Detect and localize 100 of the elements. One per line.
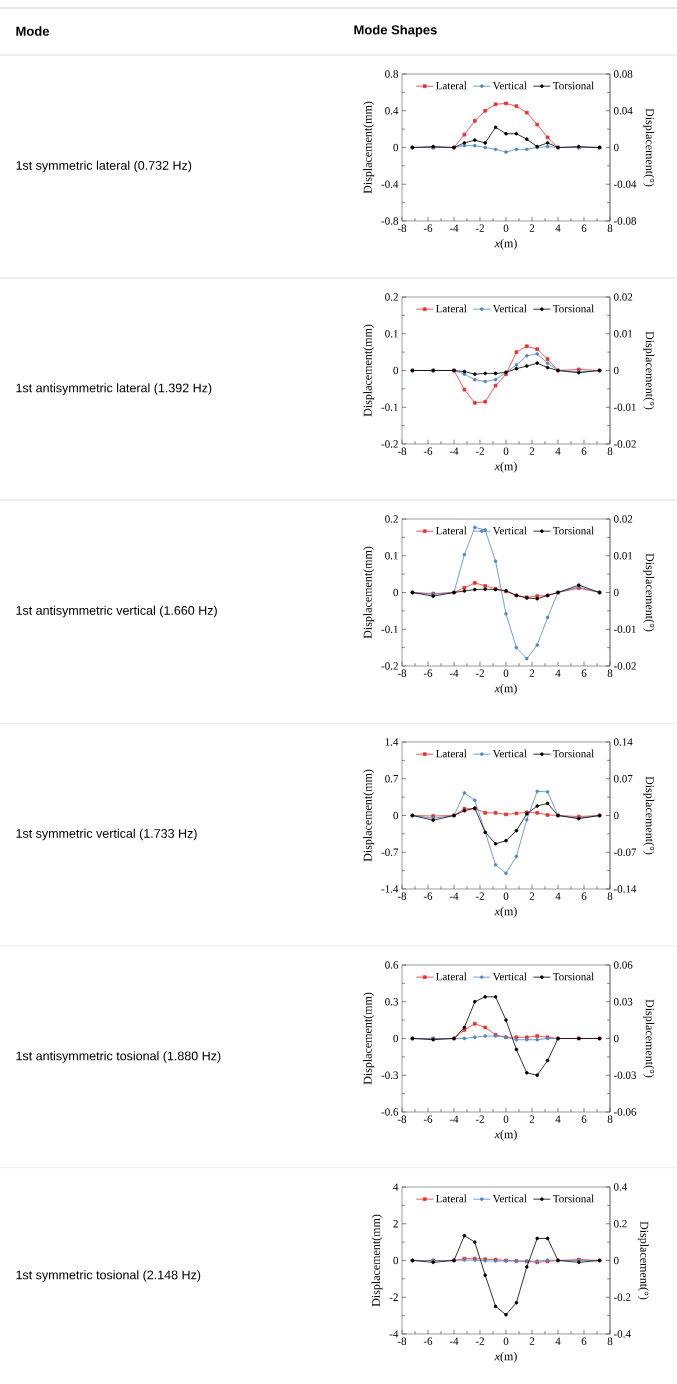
y-axis-title: Displacement(mm) [363,101,375,194]
x-tick-label: -6 [423,447,433,455]
y-axis-title: Displacement(mm) [363,992,375,1085]
legend-label: Lateral [436,1194,467,1203]
y2-tick-label: -0.4 [613,1330,631,1338]
legend-label: Vertical [492,304,527,313]
y-tick-label: -0.1 [381,625,398,633]
y-tick-label: 0.7 [385,775,399,783]
x-tick-label: -4 [449,224,459,232]
x-axis-title: x(m) [494,238,517,250]
legend-label: Vertical [492,972,527,981]
x-tick-label: 0 [503,892,509,900]
y2-tick-label: -0.02 [613,440,636,448]
x-tick-label: 4 [555,669,561,677]
text: 1st antisymmetric vertical (1.660 Hz) [16,605,217,618]
y-tick-label: 0 [393,143,399,152]
y2-tick-label: -0.14 [613,885,637,893]
text: Mode Shapes [354,24,437,38]
legend-label: Torsional [552,304,594,313]
x-tick-label: 6 [581,1337,587,1345]
y-tick-label: 2 [393,1220,398,1228]
y2-tick-label: 0 [613,366,619,375]
y2-tick-label: -0.01 [613,625,636,633]
y2-tick-label: 0.08 [613,70,633,78]
y-tick-label: 4 [393,1183,399,1191]
x-tick-label: -6 [423,224,433,232]
y-tick-label: 0.2 [385,293,398,301]
legend-label: Vertical [492,526,527,535]
y2-axis-title: Displacement(°) [643,999,655,1078]
x-tick-label: -6 [423,1337,433,1345]
x-tick-label: 4 [555,892,561,900]
x-tick-label: -6 [423,1115,433,1123]
legend-label: Torsional [552,749,594,758]
text: 1st symmetric vertical (1.733 Hz) [16,828,197,841]
legend-label: Vertical [492,749,527,758]
x-tick-label: 0 [503,1115,509,1123]
legend-label: Vertical [492,1194,527,1203]
x-tick-label: 2 [529,447,535,455]
y2-tick-label: 0.01 [613,330,633,338]
y-tick-label: 0.6 [385,961,399,969]
x-tick-label: -4 [449,447,459,455]
y-tick-label: -1.4 [381,885,399,893]
x-tick-label: -8 [397,892,407,900]
y-tick-label: -0.7 [381,848,399,856]
y-axis-title: Displacement(mm) [363,324,375,417]
x-tick-label: 0 [503,1337,509,1345]
x-tick-label: 4 [555,224,561,232]
y2-tick-label: 0.14 [613,738,633,746]
y2-axis-title: Displacement(°) [643,776,655,855]
text: Mode [16,26,50,36]
legend-label: Lateral [436,81,467,90]
y-tick-label: -4 [389,1330,399,1338]
x-tick-label: 2 [529,1115,535,1123]
x-tick-label: -2 [475,892,484,900]
y2-tick-label: -0.03 [613,1071,637,1079]
y-tick-label: 0.1 [385,330,398,338]
x-tick-label: 8 [607,1337,613,1345]
x-tick-label: -2 [475,1115,484,1123]
x-tick-label: -6 [423,892,433,900]
y2-tick-label: 0 [613,143,619,152]
y2-tick-label: 0 [613,588,619,597]
x-tick-label: 2 [529,1337,535,1345]
y-tick-label: -0.3 [381,1071,399,1079]
x-tick-label: -8 [397,669,407,677]
y-tick-label: -0.1 [381,403,398,411]
x-tick-label: 2 [529,669,535,677]
text: 1st antisymmetric tosional (1.880 Hz) [16,1051,221,1063]
x-tick-label: 6 [581,1115,587,1123]
x-tick-label: 6 [581,224,587,232]
y-tick-label: -0.2 [381,440,398,448]
legend-label: Lateral [436,526,467,535]
y-tick-label: 0.1 [385,552,398,560]
y2-tick-label: 0.03 [613,998,633,1006]
legend-label: Torsional [552,972,594,981]
y2-tick-label: 0 [613,1256,619,1265]
y-tick-label: 0.8 [385,70,399,78]
x-tick-label: 2 [529,892,535,900]
y-tick-label: 1.4 [385,738,399,746]
y2-tick-label: 0.04 [613,107,633,115]
y2-tick-label: -0.07 [613,848,637,856]
x-tick-label: 2 [529,224,535,232]
x-tick-label: 8 [607,224,613,232]
y2-tick-label: 0 [613,811,619,820]
x-axis-title: x(m) [494,1351,517,1363]
x-tick-label: -2 [475,224,484,232]
x-tick-label: -4 [449,669,459,677]
y2-tick-label: -0.02 [613,662,636,670]
y2-tick-label: 0.2 [613,1220,627,1228]
legend-label: Lateral [436,749,467,758]
x-tick-label: 6 [581,447,587,455]
legend-label: Lateral [436,304,467,313]
y-axis-title: Displacement(mm) [371,1214,383,1307]
legend-label: Lateral [436,972,467,981]
y-tick-label: 0.2 [385,515,398,523]
x-tick-label: 8 [607,1115,613,1123]
x-tick-label: -4 [449,1337,459,1345]
y2-tick-label: 0.02 [613,293,633,301]
y2-axis-title: Displacement(°) [637,1221,649,1300]
legend-label: Torsional [552,526,594,535]
y2-axis-title: Displacement(°) [643,331,655,410]
